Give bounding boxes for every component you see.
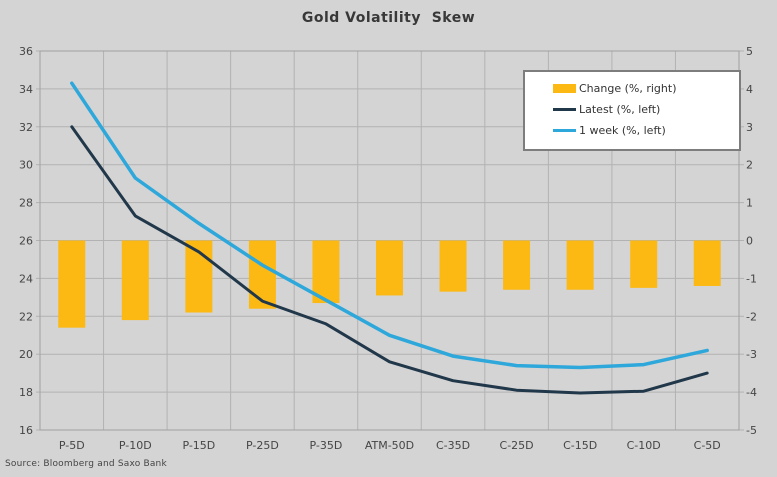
left-axis-tick: 28 (19, 197, 33, 210)
left-axis-tick: 34 (19, 83, 33, 96)
left-axis-tick: 22 (19, 310, 33, 323)
bar-C-15D (566, 240, 594, 290)
line-series-latest (70, 125, 709, 395)
bar-C-5D (693, 240, 721, 286)
right-axis-tick: -3 (746, 348, 757, 361)
bar-P-10D (121, 240, 149, 321)
right-axis-tick: -4 (746, 386, 757, 399)
right-axis-tick: 1 (746, 197, 753, 210)
left-axis-tick: 32 (19, 121, 33, 134)
left-axis-tick: 16 (19, 424, 33, 437)
legend-item-latest: Latest (%, left) (553, 99, 735, 120)
x-axis-label-C-10D: C-10D (627, 439, 661, 452)
right-axis-tick: -1 (746, 272, 757, 285)
right-axis-tick: 5 (746, 45, 753, 58)
left-axis-tick: 26 (19, 235, 33, 248)
legend-item-change: Change (%, right) (553, 78, 735, 99)
bar-P-25D (248, 240, 276, 309)
legend-label-1week: 1 week (%, left) (579, 124, 666, 137)
x-axis-label-C-35D: C-35D (436, 439, 470, 452)
x-axis-label-C-5D: C-5D (694, 439, 721, 452)
x-axis-label-C-25D: C-25D (500, 439, 534, 452)
source-note: Source: Bloomberg and Saxo Bank (5, 459, 167, 469)
one-week-line-swatch-icon (553, 129, 576, 132)
bar-C-10D (630, 240, 658, 288)
x-axis-label-P-25D: P-25D (246, 439, 279, 452)
chart-legend: Change (%, right) Latest (%, left) 1 wee… (523, 70, 741, 151)
legend-item-1week: 1 week (%, left) (553, 120, 735, 141)
x-axis-label-ATM-50D: ATM-50D (365, 439, 414, 452)
chart-title: Gold Volatility Skew (301, 10, 476, 26)
bar-series-change (58, 240, 721, 328)
right-axis-tick: 4 (746, 83, 753, 96)
bar-C-25D (503, 240, 531, 290)
change-bar-swatch-icon (553, 84, 576, 93)
bar-P-35D (312, 240, 340, 304)
legend-label-change: Change (%, right) (579, 82, 677, 95)
plot-border (39, 50, 740, 431)
left-axis-tick: 36 (19, 45, 33, 58)
bar-P-5D (58, 240, 86, 328)
x-axis-label-C-15D: C-15D (563, 439, 597, 452)
x-axis-label-P-5D: P-5D (59, 439, 85, 452)
right-axis-tick: -5 (746, 424, 757, 437)
right-axis-tick: 3 (746, 121, 753, 134)
left-axis-tick: 24 (19, 272, 33, 285)
right-axis-tick: 0 (746, 235, 753, 248)
x-axis-label-P-15D: P-15D (182, 439, 215, 452)
right-axis-tick: -2 (746, 310, 757, 323)
legend-label-latest: Latest (%, left) (579, 103, 661, 116)
left-axis-tick: 30 (19, 159, 33, 172)
x-axis-label-P-35D: P-35D (310, 439, 343, 452)
left-axis-tick: 20 (19, 348, 33, 361)
right-axis-tick: 2 (746, 159, 753, 172)
left-axis-tick: 18 (19, 386, 33, 399)
bar-ATM-50D (376, 240, 403, 296)
line-series-1week (70, 81, 709, 370)
bar-C-35D (439, 240, 467, 292)
latest-line-swatch-icon (553, 108, 576, 111)
x-axis-label-P-10D: P-10D (119, 439, 152, 452)
